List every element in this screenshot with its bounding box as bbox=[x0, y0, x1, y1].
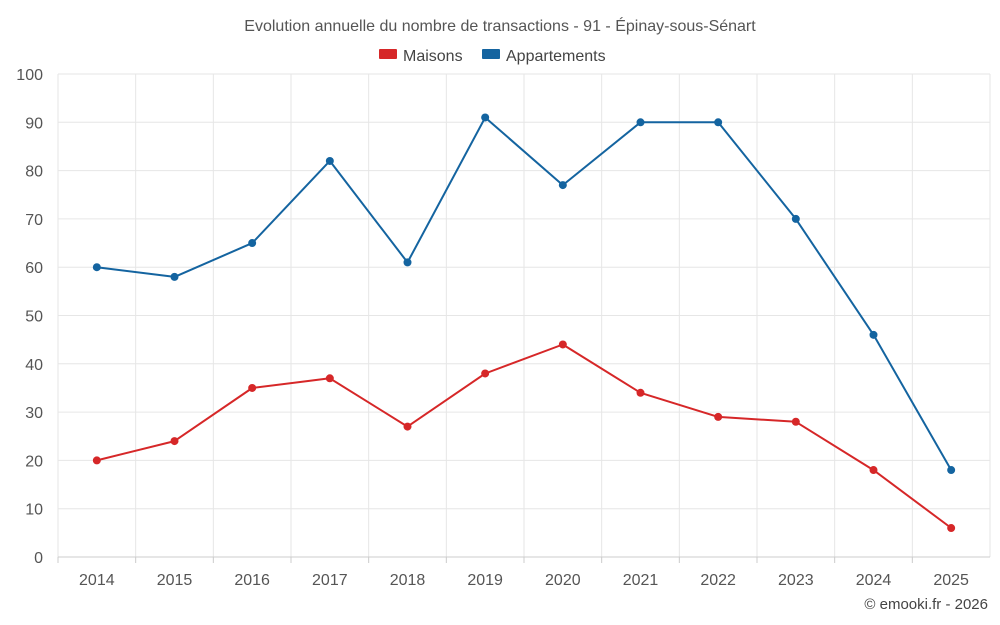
x-tick-label: 2016 bbox=[234, 572, 270, 589]
data-point-maisons[interactable] bbox=[947, 524, 956, 533]
y-tick-label: 60 bbox=[25, 260, 43, 277]
data-point-appartements[interactable] bbox=[869, 330, 878, 339]
data-point-maisons[interactable] bbox=[869, 466, 878, 475]
y-tick-label: 50 bbox=[25, 309, 43, 326]
legend-label-maisons: Maisons bbox=[403, 48, 463, 65]
y-tick-label: 30 bbox=[25, 405, 43, 422]
legend-swatch-appartements bbox=[482, 49, 500, 59]
legend-item-appartements[interactable]: Appartements bbox=[482, 48, 606, 65]
data-point-appartements[interactable] bbox=[714, 118, 723, 127]
y-tick-label: 10 bbox=[25, 502, 43, 519]
y-tick-label: 0 bbox=[34, 550, 43, 567]
x-tick-label: 2022 bbox=[700, 572, 736, 589]
data-point-appartements[interactable] bbox=[791, 214, 800, 223]
data-point-appartements[interactable] bbox=[248, 239, 257, 248]
data-point-maisons[interactable] bbox=[791, 417, 800, 426]
x-tick-label: 2017 bbox=[312, 572, 348, 589]
x-tick-label: 2024 bbox=[856, 572, 892, 589]
credit-text: © emooki.fr - 2026 bbox=[864, 596, 988, 613]
y-tick-label: 80 bbox=[25, 164, 43, 181]
data-point-appartements[interactable] bbox=[325, 156, 334, 165]
x-tick-label: 2015 bbox=[157, 572, 193, 589]
data-point-appartements[interactable] bbox=[92, 263, 101, 272]
data-point-appartements[interactable] bbox=[403, 258, 412, 267]
data-point-appartements[interactable] bbox=[481, 113, 490, 122]
chart-title: Evolution annuelle du nombre de transact… bbox=[244, 16, 756, 35]
legend: Maisons Appartements bbox=[379, 48, 606, 65]
y-tick-label: 100 bbox=[16, 67, 43, 84]
data-point-maisons[interactable] bbox=[481, 369, 490, 378]
legend-label-appartements: Appartements bbox=[506, 48, 606, 65]
x-tick-label: 2014 bbox=[79, 572, 115, 589]
x-tick-label: 2023 bbox=[778, 572, 814, 589]
series-line-maisons bbox=[96, 343, 952, 529]
data-point-maisons[interactable] bbox=[714, 412, 723, 421]
series-layer bbox=[92, 113, 956, 533]
y-tick-label: 20 bbox=[25, 453, 43, 470]
series-line-appartements bbox=[96, 116, 953, 471]
data-point-maisons[interactable] bbox=[325, 374, 334, 383]
data-point-appartements[interactable] bbox=[947, 466, 956, 475]
axis-layer: 0 10 20 30 40 50 60 70 80 90 100 2014 2015 2016 2017 20… bbox=[16, 67, 990, 589]
y-tick-label: 40 bbox=[25, 357, 43, 374]
x-tick-label: 2019 bbox=[467, 572, 503, 589]
grid-layer bbox=[57, 73, 991, 557]
y-tick-label: 70 bbox=[25, 212, 43, 229]
x-tick-label: 2021 bbox=[623, 572, 659, 589]
data-point-appartements[interactable] bbox=[558, 181, 567, 190]
data-point-maisons[interactable] bbox=[636, 388, 645, 397]
data-point-appartements[interactable] bbox=[170, 272, 179, 281]
data-point-maisons[interactable] bbox=[558, 340, 567, 349]
x-tick-label: 2020 bbox=[545, 572, 581, 589]
data-point-appartements[interactable] bbox=[636, 118, 645, 127]
data-point-maisons[interactable] bbox=[92, 456, 101, 465]
x-tick-label: 2025 bbox=[933, 572, 969, 589]
legend-swatch-maisons bbox=[379, 49, 397, 59]
data-point-maisons[interactable] bbox=[248, 383, 257, 392]
data-point-maisons[interactable] bbox=[403, 422, 412, 431]
data-point-maisons[interactable] bbox=[170, 437, 179, 446]
y-tick-label: 90 bbox=[25, 115, 43, 132]
x-tick-label: 2018 bbox=[390, 572, 426, 589]
legend-item-maisons[interactable]: Maisons bbox=[379, 48, 463, 65]
